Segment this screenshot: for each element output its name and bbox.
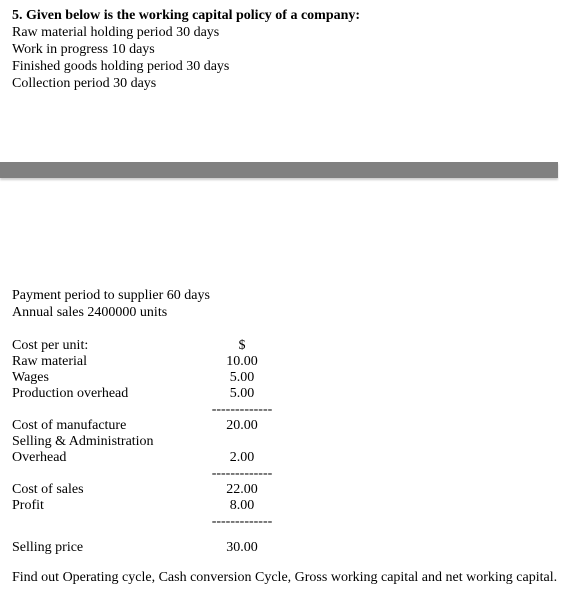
separator-row: ------------- [12, 514, 282, 530]
separator-row: ------------- [12, 466, 282, 482]
table-row: Cost per unit: $ [12, 338, 282, 354]
separator-row: ------------- [12, 402, 282, 418]
table-row: Production overhead 5.00 [12, 386, 282, 402]
separator: ------------- [202, 466, 282, 482]
table-row: Selling price 30.00 [12, 540, 282, 556]
overhead-value: 2.00 [202, 450, 282, 466]
table-row: Overhead 2.00 [12, 450, 282, 466]
cost-manufacture-value: 20.00 [202, 418, 282, 434]
table-row: Selling & Administration [12, 434, 282, 450]
prod-overhead-label: Production overhead [12, 386, 202, 402]
cost-manufacture-label: Cost of manufacture [12, 418, 202, 434]
policy-line: Work in progress 10 days [12, 42, 570, 58]
table-row: Cost of sales 22.00 [12, 482, 282, 498]
raw-material-label: Raw material [12, 354, 202, 370]
wages-label: Wages [12, 370, 202, 386]
table-row: Profit 8.00 [12, 498, 282, 514]
final-question: Find out Operating cycle, Cash conversio… [12, 570, 570, 586]
separator: ------------- [202, 402, 282, 418]
raw-material-value: 10.00 [202, 354, 282, 370]
cost-sales-value: 22.00 [202, 482, 282, 498]
separator: ------------- [202, 514, 282, 530]
info-line: Payment period to supplier 60 days [12, 288, 570, 304]
table-row: Raw material 10.00 [12, 354, 282, 370]
selling-admin-label: Selling & Administration [12, 434, 202, 450]
question-header: 5. Given below is the working capital po… [12, 8, 570, 24]
info-line: Annual sales 2400000 units [12, 305, 570, 321]
divider-bar [0, 162, 558, 178]
cost-sales-label: Cost of sales [12, 482, 202, 498]
table-row: Wages 5.00 [12, 370, 282, 386]
currency-symbol: $ [202, 338, 282, 354]
selling-price-value: 30.00 [202, 540, 282, 556]
cost-table: Cost per unit: $ Raw material 10.00 Wage… [12, 338, 282, 556]
table-row: Cost of manufacture 20.00 [12, 418, 282, 434]
policy-line: Raw material holding period 30 days [12, 25, 570, 41]
profit-value: 8.00 [202, 498, 282, 514]
selling-price-label: Selling price [12, 540, 202, 556]
profit-label: Profit [12, 498, 202, 514]
policy-line: Finished goods holding period 30 days [12, 59, 570, 75]
wages-value: 5.00 [202, 370, 282, 386]
policy-line: Collection period 30 days [12, 76, 570, 92]
prod-overhead-value: 5.00 [202, 386, 282, 402]
overhead-label: Overhead [12, 450, 202, 466]
cost-per-unit-label: Cost per unit: [12, 338, 202, 354]
